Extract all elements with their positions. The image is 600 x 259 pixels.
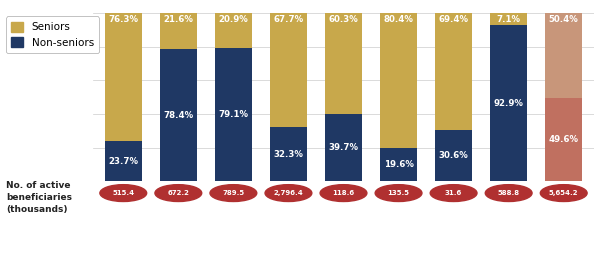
- Text: 92.9%: 92.9%: [494, 99, 524, 107]
- Bar: [270, 127, 307, 181]
- Text: SK: SK: [170, 242, 186, 252]
- Text: 672.2: 672.2: [167, 190, 189, 196]
- Ellipse shape: [100, 185, 146, 202]
- Text: 39.7%: 39.7%: [329, 143, 358, 152]
- Text: NIHB: NIHB: [494, 242, 523, 252]
- Ellipse shape: [155, 185, 202, 202]
- Text: 118.6: 118.6: [332, 190, 355, 196]
- Ellipse shape: [320, 185, 367, 202]
- Text: 21.6%: 21.6%: [163, 16, 193, 24]
- Bar: [160, 13, 197, 49]
- Text: 5,654.2: 5,654.2: [549, 190, 578, 196]
- Text: 78.4%: 78.4%: [163, 111, 193, 120]
- Text: 7.1%: 7.1%: [497, 16, 521, 24]
- Text: 789.5: 789.5: [223, 190, 244, 196]
- Text: No. of active
beneficiaries
(thousands): No. of active beneficiaries (thousands): [6, 181, 72, 214]
- Bar: [435, 13, 472, 130]
- Text: ON: ON: [280, 242, 297, 252]
- Text: 50.4%: 50.4%: [549, 16, 578, 24]
- Text: 20.9%: 20.9%: [218, 16, 248, 24]
- Text: 49.6%: 49.6%: [549, 135, 579, 144]
- Ellipse shape: [210, 185, 257, 202]
- Text: 30.6%: 30.6%: [439, 151, 469, 160]
- Bar: [325, 114, 362, 181]
- Text: 31.6: 31.6: [445, 190, 462, 196]
- Bar: [215, 48, 252, 181]
- Legend: Seniors, Non-seniors: Seniors, Non-seniors: [5, 17, 99, 53]
- Bar: [160, 49, 197, 181]
- Text: 2,796.4: 2,796.4: [274, 190, 304, 196]
- Text: 23.7%: 23.7%: [108, 157, 138, 166]
- Text: AB: AB: [115, 242, 131, 252]
- Text: 515.4: 515.4: [112, 190, 134, 196]
- Text: MB: MB: [224, 242, 242, 252]
- Bar: [325, 13, 362, 114]
- Bar: [270, 13, 307, 127]
- Text: 19.6%: 19.6%: [383, 160, 413, 169]
- Text: 67.7%: 67.7%: [274, 16, 304, 24]
- Bar: [545, 98, 583, 181]
- Bar: [490, 25, 527, 181]
- Text: 135.5: 135.5: [388, 190, 410, 196]
- Text: 60.3%: 60.3%: [329, 16, 358, 24]
- Bar: [490, 13, 527, 25]
- Text: 79.1%: 79.1%: [218, 110, 248, 119]
- Text: 76.3%: 76.3%: [108, 16, 138, 24]
- Bar: [104, 141, 142, 181]
- Bar: [215, 13, 252, 48]
- Text: 32.3%: 32.3%: [274, 150, 304, 159]
- Ellipse shape: [485, 185, 532, 202]
- Ellipse shape: [541, 185, 587, 202]
- Ellipse shape: [265, 185, 312, 202]
- Text: 80.4%: 80.4%: [383, 16, 413, 24]
- Bar: [545, 13, 583, 98]
- Text: NB: NB: [335, 242, 352, 252]
- Bar: [104, 13, 142, 141]
- Bar: [380, 148, 417, 181]
- Text: 588.8: 588.8: [497, 190, 520, 196]
- Text: NS: NS: [391, 242, 407, 252]
- Text: 69.4%: 69.4%: [439, 16, 469, 24]
- Bar: [435, 130, 472, 181]
- Bar: [380, 13, 417, 148]
- Text: PEI: PEI: [444, 242, 463, 252]
- Ellipse shape: [375, 185, 422, 202]
- Ellipse shape: [430, 185, 477, 202]
- Text: Total*: Total*: [547, 242, 581, 252]
